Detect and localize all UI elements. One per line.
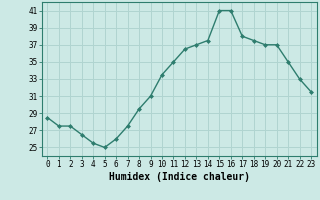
X-axis label: Humidex (Indice chaleur): Humidex (Indice chaleur) (109, 172, 250, 182)
